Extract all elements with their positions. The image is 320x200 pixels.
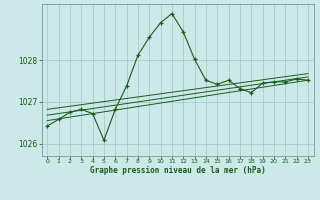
X-axis label: Graphe pression niveau de la mer (hPa): Graphe pression niveau de la mer (hPa): [90, 166, 266, 175]
